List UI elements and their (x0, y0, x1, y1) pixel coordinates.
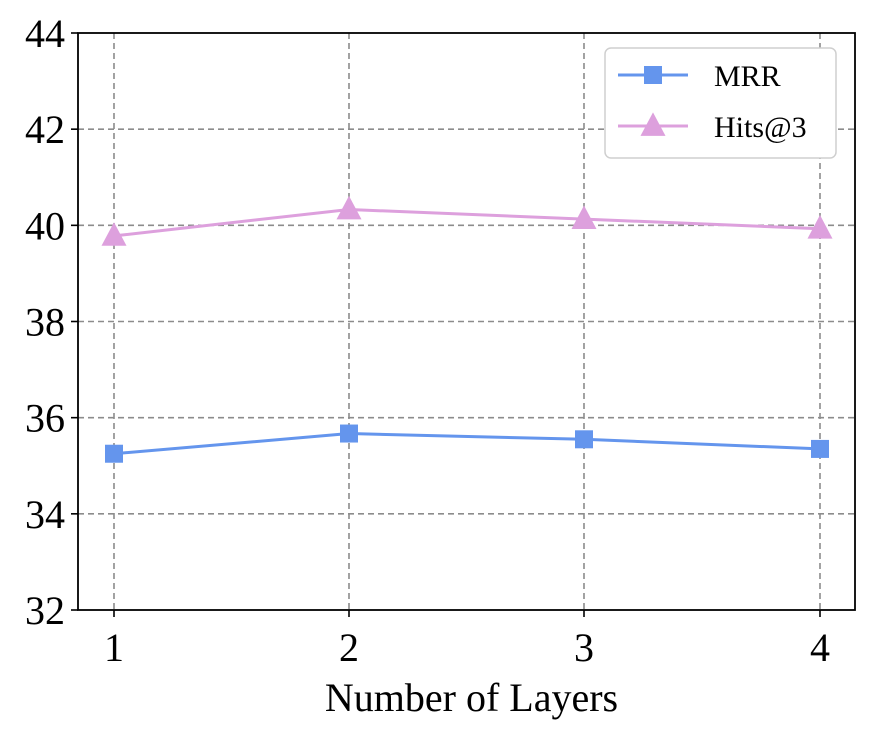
x-tick-label: 2 (339, 625, 359, 670)
legend-item: Hits@3 (618, 111, 807, 144)
x-tick-label: 1 (104, 625, 124, 670)
data-point (811, 439, 829, 458)
y-tick-label: 40 (25, 203, 65, 248)
data-point (101, 222, 127, 246)
x-tick-labels: 1 2 3 4 (104, 625, 830, 670)
data-point (340, 424, 358, 443)
y-tick-label: 38 (25, 300, 65, 345)
legend: MRR Hits@3 (604, 47, 837, 159)
y-tick-label: 42 (25, 107, 65, 152)
series-mrr (105, 424, 829, 463)
y-tick-label: 32 (25, 588, 65, 633)
series-hits-3 (101, 195, 833, 246)
y-tick-label: 34 (25, 492, 65, 537)
legend-label: Hits@3 (714, 111, 807, 144)
ticks (71, 32, 821, 617)
data-point (336, 195, 362, 220)
data-point (807, 215, 833, 239)
x-tick-label: 4 (810, 625, 830, 670)
legend-label: MRR (714, 60, 781, 93)
y-tick-label: 36 (25, 396, 65, 441)
x-tick-label: 3 (574, 625, 594, 670)
data-point (575, 430, 593, 449)
y-tick-labels: 32 34 36 38 40 42 44 (25, 11, 65, 633)
legend-marker (640, 112, 666, 136)
data-point (105, 444, 123, 463)
series-line (113, 207, 821, 238)
x-axis-title: Number of Layers (325, 675, 618, 720)
data-point (571, 205, 597, 229)
series-layer (101, 195, 833, 463)
legend-marker (644, 66, 662, 84)
y-tick-label: 44 (25, 11, 65, 56)
legend-item: MRR (618, 60, 781, 93)
grid (78, 33, 855, 610)
series-line (113, 432, 821, 456)
